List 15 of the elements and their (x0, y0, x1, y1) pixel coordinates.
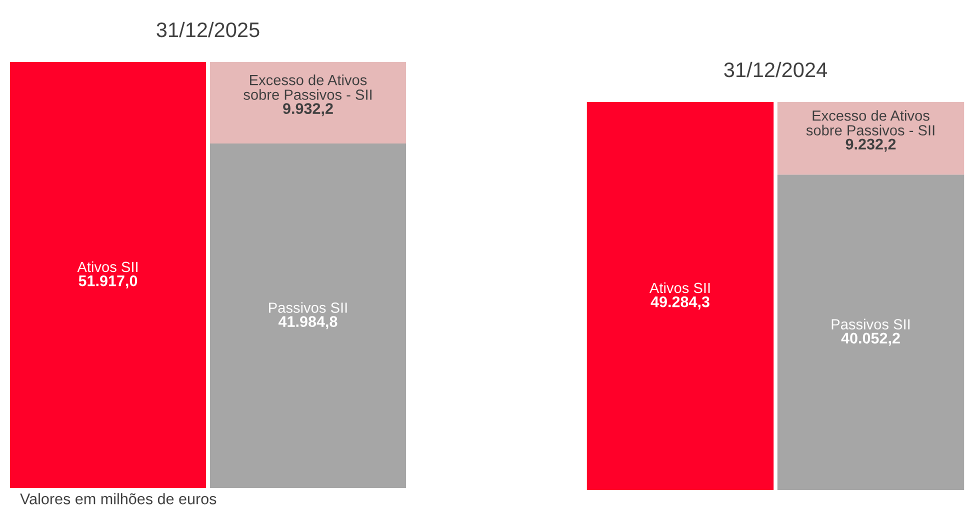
text: Valores em milhões de euros (20, 493, 216, 504)
series-label: Ativos SII (77, 261, 138, 272)
chart-title: 31/12/2024 (724, 62, 828, 78)
data-label: 51.917,0 (78, 275, 138, 288)
data-label: 40.052,2 (841, 332, 900, 346)
data-label: 9.232,2 (846, 138, 896, 152)
series-label: Excesso de Ativos sobre Passivos - SII (244, 74, 372, 100)
chart-title: 31/12/2025 (156, 22, 260, 38)
data-label: 9.932,2 (283, 103, 333, 116)
series-label: Passivos SII (832, 318, 910, 330)
series-label: Passivos SII (269, 302, 347, 313)
data-label: 49.284,3 (650, 296, 710, 310)
series-label: Ativos SII (649, 282, 710, 294)
data-label: 41.984,8 (278, 316, 338, 330)
series-label: Excesso de Ativos sobre Passivos - SII (806, 110, 934, 136)
